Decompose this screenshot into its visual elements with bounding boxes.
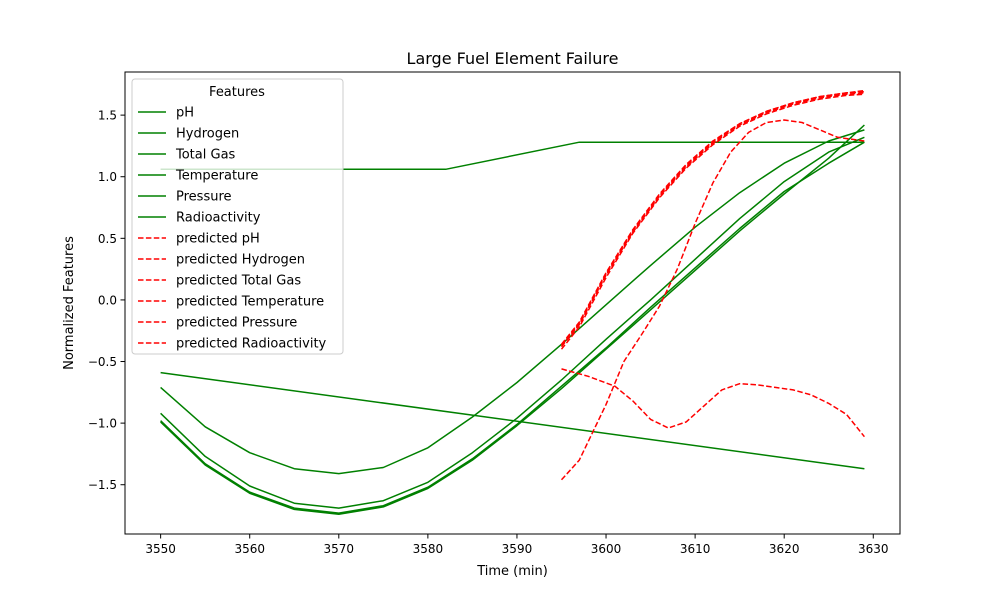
legend-label: predicted Pressure	[176, 316, 297, 331]
legend-entries: pH Hydrogen Total Gas Temperature Pressure Ra…	[138, 106, 327, 352]
legend-label: Temperature	[175, 169, 258, 184]
legend-label: predicted Radioactivity	[176, 337, 327, 352]
legend-label: predicted Hydrogen	[176, 253, 305, 268]
series-line-2	[160, 141, 865, 514]
y-axis-label: Normalized Features	[62, 236, 77, 370]
x-tick-label: 3630	[858, 542, 889, 556]
series-line-8	[560, 93, 865, 350]
series-line-10	[560, 119, 865, 481]
legend-label: Pressure	[176, 190, 232, 205]
legend-label: Total Gas	[175, 148, 236, 163]
y-tick-label: −1.5	[88, 478, 117, 492]
series-line-1	[160, 136, 865, 509]
legend-label: Hydrogen	[176, 127, 239, 142]
legend-label: predicted pH	[176, 232, 260, 247]
legend-label: Radioactivity	[176, 211, 261, 226]
plot-frame	[124, 71, 901, 535]
series-line-9	[560, 89, 865, 346]
y-tick-label: 1.5	[98, 109, 117, 123]
y-tick-label: 1.0	[98, 170, 117, 184]
x-axis-label: Time (min)	[476, 564, 548, 579]
series-line-11	[561, 368, 865, 438]
x-tick-label: 3560	[234, 542, 265, 556]
x-tick-label: 3550	[145, 542, 176, 556]
y-tick-label: −0.5	[88, 355, 117, 369]
chart-title: Large Fuel Element Failure	[407, 49, 619, 68]
x-tick-label: 3620	[769, 542, 800, 556]
y-axis: −1.5 −1.0 −0.5 0.0 0.5 1.0 1.5	[88, 109, 125, 492]
series-line-4	[160, 371, 865, 470]
x-tick-label: 3570	[324, 542, 355, 556]
series-line-0	[160, 129, 865, 475]
x-axis: 3550 3560 3570 3580 3590 3600 3610 3620 3630	[145, 534, 889, 556]
legend-label: pH	[176, 106, 194, 121]
legend-box	[131, 78, 344, 355]
legend-label: predicted Temperature	[176, 295, 324, 310]
legend-title: Features	[209, 85, 265, 100]
x-tick-label: 3600	[591, 542, 622, 556]
y-tick-label: 0.5	[98, 232, 117, 246]
y-tick-label: 0.0	[98, 293, 117, 307]
y-tick-label: −1.0	[88, 417, 117, 431]
x-tick-label: 3580	[413, 542, 444, 556]
x-tick-label: 3590	[502, 542, 533, 556]
x-tick-label: 3610	[680, 542, 711, 556]
series-line-5	[160, 124, 865, 516]
plot-series	[160, 89, 865, 516]
legend: Features pH Hydrogen Total Gas Temperature P…	[131, 78, 344, 355]
legend-label: predicted Total Gas	[176, 274, 301, 289]
